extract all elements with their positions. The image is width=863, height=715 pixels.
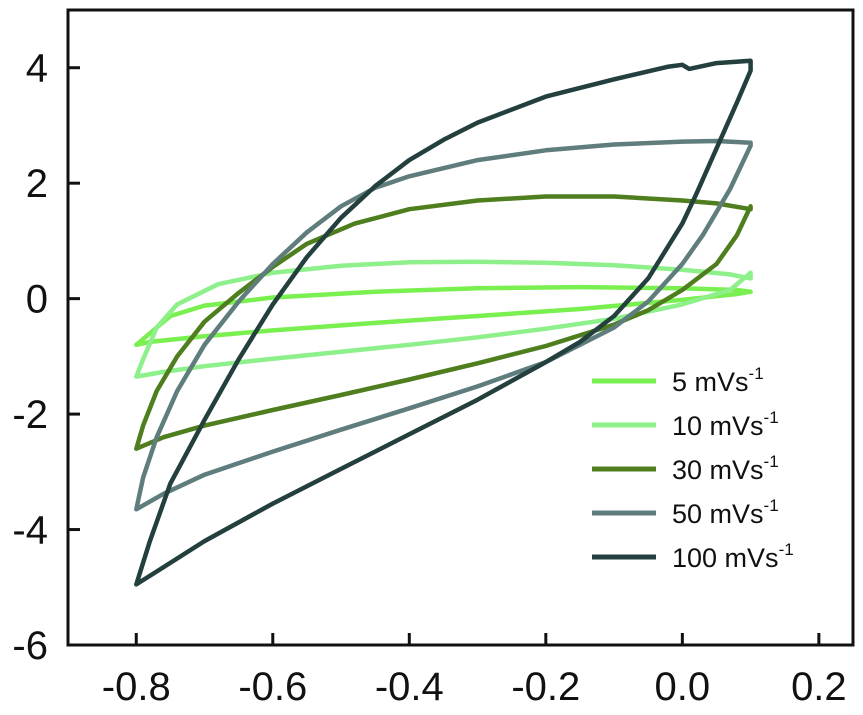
series-line-3 xyxy=(134,138,753,512)
legend-label-0: 5 mVs-1 xyxy=(672,364,764,397)
series-line-2 xyxy=(134,194,753,451)
legend-label-2: 30 mVs-1 xyxy=(672,452,779,485)
x-tick-label-2: -0.4 xyxy=(375,665,444,709)
x-tick-label-1: -0.6 xyxy=(238,665,307,709)
series-layer xyxy=(134,58,753,587)
y-tick-label-5: 4 xyxy=(26,47,48,91)
y-tick-label-1: -4 xyxy=(12,509,48,553)
y-tick-label-3: 0 xyxy=(26,278,48,322)
legend-label-main-3: 50 mVs xyxy=(672,499,764,529)
y-axis: -6 -4 -2 0 2 4 xyxy=(12,47,80,668)
x-tick-label-3: -0.2 xyxy=(511,665,580,709)
plot-frame xyxy=(66,8,855,647)
legend-label-sup-3: -1 xyxy=(764,496,779,515)
legend-label-sup-2: -1 xyxy=(764,452,779,471)
x-tick-label-0: -0.8 xyxy=(102,665,171,709)
series-line-4 xyxy=(134,58,753,587)
x-tick-label-4: 0.0 xyxy=(655,665,711,709)
y-tick-label-0: -6 xyxy=(12,624,48,668)
y-tick-label-2: -2 xyxy=(12,393,48,437)
x-tick-label-5: 0.2 xyxy=(791,665,847,709)
legend-label-sup-1: -1 xyxy=(764,408,779,427)
series-line-1 xyxy=(134,259,753,379)
legend-label-main-2: 30 mVs xyxy=(672,455,764,485)
legend-label-1: 10 mVs-1 xyxy=(672,408,779,441)
legend-label-3: 50 mVs-1 xyxy=(672,496,779,529)
legend-label-sup-4: -1 xyxy=(779,540,794,559)
legend-label-main-0: 5 mVs xyxy=(672,367,749,397)
x-axis: -0.8 -0.6 -0.4 -0.2 0.0 0.2 xyxy=(102,633,847,709)
series-line-0 xyxy=(134,284,753,348)
legend-label-main-4: 100 mVs xyxy=(672,543,779,573)
legend-label-4: 100 mVs-1 xyxy=(672,540,794,573)
legend-label-sup-0: -1 xyxy=(749,364,764,383)
y-tick-label-4: 2 xyxy=(26,162,48,206)
legend-label-main-1: 10 mVs xyxy=(672,411,764,441)
